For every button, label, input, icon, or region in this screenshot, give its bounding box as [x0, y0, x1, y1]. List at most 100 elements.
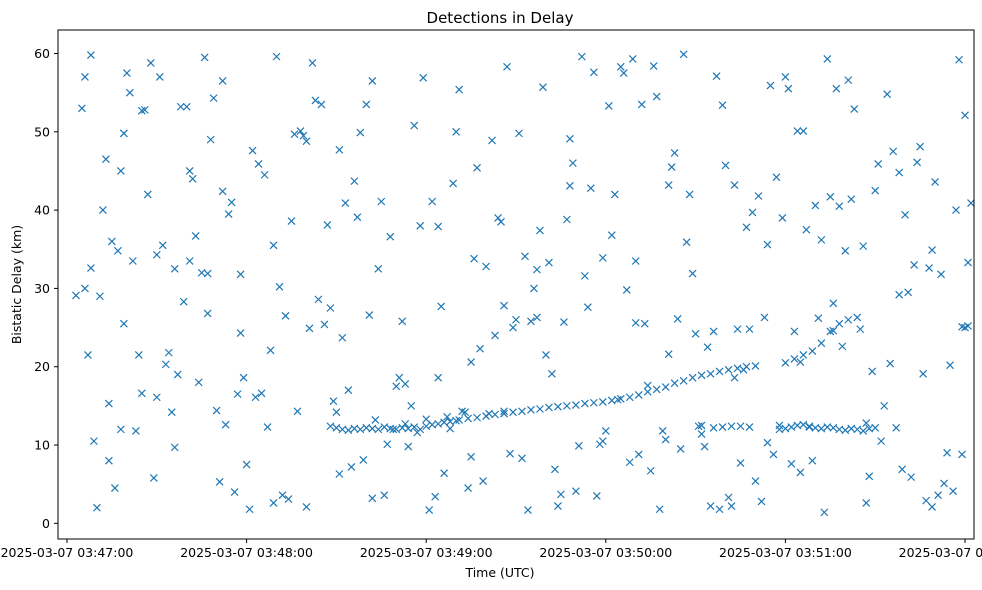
data-point	[691, 329, 700, 338]
data-point	[257, 389, 266, 398]
data-point	[928, 502, 937, 511]
data-point	[530, 284, 538, 293]
y-tick-label: 30	[34, 281, 50, 296]
data-point	[302, 502, 311, 511]
data-point	[389, 425, 398, 434]
y-tick-label: 60	[34, 46, 50, 61]
data-point	[874, 159, 883, 168]
data-point	[224, 210, 233, 218]
data-point	[287, 217, 296, 225]
data-point	[700, 442, 709, 451]
data-point	[170, 264, 179, 273]
data-point	[326, 422, 335, 431]
data-point	[87, 264, 95, 272]
chart-title: Detections in Delay	[427, 9, 574, 27]
data-point	[547, 369, 556, 378]
y-tick-label: 10	[34, 438, 50, 453]
data-point	[769, 450, 778, 459]
data-point	[907, 473, 916, 482]
data-point	[515, 129, 523, 138]
data-point	[709, 327, 718, 336]
data-point	[565, 134, 574, 143]
data-point	[161, 360, 170, 369]
data-point	[98, 206, 107, 215]
data-point	[260, 170, 269, 179]
data-point	[173, 370, 182, 379]
data-point	[799, 351, 808, 359]
data-point	[706, 502, 715, 511]
data-point	[751, 477, 760, 485]
data-point	[479, 477, 487, 485]
data-point	[149, 473, 158, 482]
data-point	[386, 232, 395, 241]
data-point	[637, 100, 646, 109]
data-point	[296, 127, 305, 135]
data-point	[467, 358, 476, 366]
data-point	[314, 295, 323, 304]
data-point	[356, 128, 365, 137]
data-point	[410, 423, 419, 431]
data-point	[542, 351, 550, 359]
data-point	[84, 351, 92, 359]
data-point	[170, 443, 179, 452]
data-point	[437, 302, 446, 311]
data-point	[670, 149, 679, 157]
data-point	[377, 197, 386, 206]
data-point	[245, 505, 254, 514]
y-axis: 0 10 20 30 40 50 60	[34, 46, 58, 531]
data-point	[550, 465, 559, 474]
data-point	[431, 492, 440, 501]
data-point	[92, 503, 101, 512]
data-point	[407, 401, 416, 410]
data-point	[661, 383, 670, 392]
data-point	[871, 423, 880, 432]
data-point	[323, 221, 332, 229]
data-point	[697, 430, 706, 438]
data-point	[236, 270, 245, 279]
data-point	[137, 389, 146, 398]
data-point	[344, 426, 353, 435]
data-point	[416, 221, 425, 230]
data-point	[332, 423, 341, 432]
data-point	[398, 317, 407, 326]
data-point	[655, 505, 664, 514]
data-point	[404, 424, 413, 433]
data-point	[188, 174, 197, 183]
data-point	[152, 393, 161, 402]
data-point	[272, 52, 281, 61]
data-point	[841, 246, 850, 255]
data-point	[497, 217, 505, 226]
data-point	[802, 225, 811, 234]
data-point	[134, 351, 143, 359]
data-point	[269, 241, 278, 250]
data-point	[661, 435, 670, 444]
y-tick-label: 0	[42, 516, 50, 531]
data-point	[533, 313, 541, 322]
data-point	[577, 52, 586, 61]
data-point	[152, 250, 161, 259]
data-point	[904, 288, 913, 297]
data-point	[404, 442, 413, 451]
data-point	[643, 381, 652, 390]
data-point	[640, 319, 649, 328]
data-point	[676, 445, 685, 453]
data-point	[545, 403, 553, 412]
data-point	[688, 269, 697, 278]
data-point	[518, 454, 526, 463]
data-point	[401, 380, 410, 388]
data-point	[218, 187, 227, 196]
data-point	[763, 438, 772, 447]
data-point	[793, 127, 802, 135]
data-point	[625, 393, 634, 402]
data-point	[380, 423, 389, 431]
data-point	[742, 362, 751, 371]
data-point	[89, 437, 98, 446]
data-point	[476, 344, 485, 353]
data-point	[817, 339, 826, 348]
data-point	[428, 197, 437, 206]
data-point	[847, 195, 856, 204]
data-point	[787, 423, 796, 431]
data-point	[113, 246, 122, 255]
data-point	[859, 427, 868, 435]
data-point	[311, 96, 320, 105]
